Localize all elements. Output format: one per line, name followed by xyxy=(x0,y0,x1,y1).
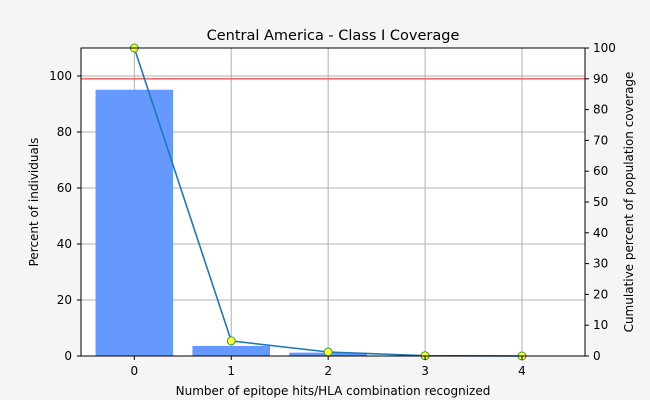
chart-title: Central America - Class I Coverage xyxy=(207,28,460,44)
y2-tick-label-1: 10 xyxy=(593,318,608,332)
y2-tick-label-8: 80 xyxy=(593,103,608,117)
y2-tick-label-10: 100 xyxy=(593,41,616,55)
x-axis-label: Number of epitope hits/HLA combination r… xyxy=(176,384,491,398)
x-tick-label-4: 4 xyxy=(518,364,526,378)
y-axis-label: Percent of individuals xyxy=(27,138,41,267)
y-tick-label-5: 100 xyxy=(49,69,72,83)
x-axis-ticks: 0 1 2 3 4 xyxy=(130,356,526,378)
y2-tick-label-9: 90 xyxy=(593,72,608,86)
y2-tick-label-3: 30 xyxy=(593,257,608,271)
y-tick-label-0: 0 xyxy=(64,349,72,363)
y-tick-label-4: 80 xyxy=(57,125,72,139)
y2-tick-label-7: 70 xyxy=(593,133,608,147)
y2-tick-label-0: 0 xyxy=(593,349,601,363)
y2-tick-label-2: 20 xyxy=(593,287,608,301)
bars xyxy=(95,89,464,356)
y2-tick-label-4: 40 xyxy=(593,226,608,240)
x-tick-label-0: 0 xyxy=(130,364,138,378)
y-tick-label-3: 60 xyxy=(57,181,72,195)
y2-tick-label-6: 60 xyxy=(593,164,608,178)
bar-1 xyxy=(192,345,270,356)
y-tick-label-2: 40 xyxy=(57,237,72,251)
y2-tick-label-5: 50 xyxy=(593,195,608,209)
y-axis-ticks: 0 20 40 60 80 100 xyxy=(49,69,81,363)
x-tick-label-3: 3 xyxy=(421,364,429,378)
line-point-2 xyxy=(323,347,333,357)
x-tick-label-1: 1 xyxy=(227,364,235,378)
line-point-1 xyxy=(226,336,236,346)
y2-axis-label: Cumulative percent of population coverag… xyxy=(622,72,636,333)
y2-axis-ticks: 0 10 20 30 40 50 60 70 80 90 100 xyxy=(585,41,616,363)
bar-0 xyxy=(95,89,174,356)
y-tick-label-1: 20 xyxy=(57,293,72,307)
x-tick-label-2: 2 xyxy=(324,364,332,378)
